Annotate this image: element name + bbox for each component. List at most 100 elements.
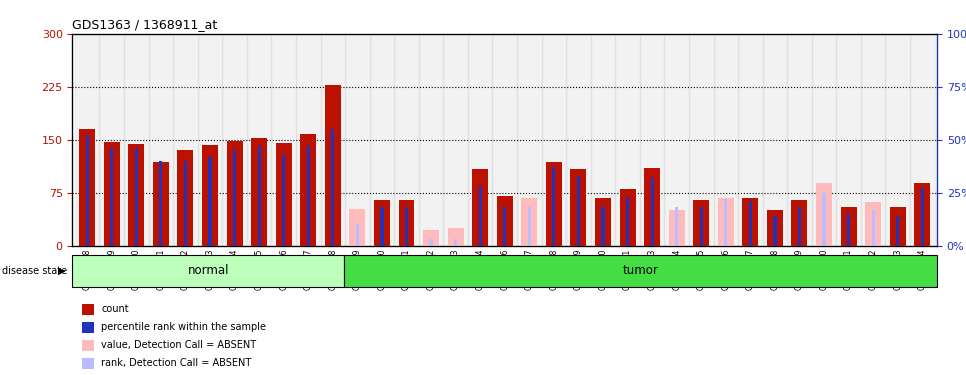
Bar (542, 34, 566, 246)
Bar (866, 202, 881, 246)
Bar (472, 170, 488, 246)
Bar (595, 198, 611, 246)
Bar (345, 34, 370, 246)
Text: disease state: disease state (2, 266, 67, 276)
Bar (344, 255, 937, 287)
Bar (767, 210, 782, 246)
Bar (694, 200, 709, 246)
Bar (275, 142, 292, 246)
Bar (791, 200, 808, 246)
Bar (822, 193, 826, 246)
Bar (890, 207, 906, 246)
Bar (159, 161, 162, 246)
Bar (72, 255, 344, 287)
Bar (222, 34, 247, 246)
Bar (124, 34, 149, 246)
Bar (296, 34, 321, 246)
Bar (184, 161, 187, 246)
Bar (644, 168, 660, 246)
Bar (468, 34, 493, 246)
Bar (871, 210, 875, 246)
Bar (355, 224, 359, 246)
Bar (153, 162, 169, 246)
Bar (774, 216, 777, 246)
Bar (370, 34, 394, 246)
Text: normal: normal (187, 264, 229, 278)
Bar (571, 170, 586, 246)
Bar (79, 129, 96, 246)
Bar (527, 207, 531, 246)
Bar (626, 197, 629, 246)
Bar (602, 207, 605, 246)
Bar (921, 188, 923, 246)
Bar (639, 34, 665, 246)
Bar (914, 183, 930, 246)
Bar (374, 200, 390, 246)
Bar (699, 207, 703, 246)
Bar (493, 34, 517, 246)
Bar (173, 34, 198, 246)
Bar (675, 207, 678, 246)
Bar (454, 239, 457, 246)
Bar (300, 134, 316, 246)
Bar (837, 34, 861, 246)
Bar (331, 129, 334, 246)
Bar (321, 34, 345, 246)
Bar (668, 210, 685, 246)
Bar (861, 34, 886, 246)
Bar (546, 162, 562, 246)
Bar (251, 138, 268, 246)
Bar (517, 34, 542, 246)
Bar (497, 196, 513, 246)
Text: ▶: ▶ (58, 266, 66, 276)
Bar (689, 34, 714, 246)
Text: tumor: tumor (623, 264, 659, 278)
Bar (650, 178, 654, 246)
Bar (553, 167, 555, 246)
Text: GDS1363 / 1368911_at: GDS1363 / 1368911_at (72, 18, 217, 31)
Bar (282, 154, 285, 246)
Text: percentile rank within the sample: percentile rank within the sample (101, 322, 267, 332)
Bar (86, 135, 89, 246)
Bar (198, 34, 222, 246)
Bar (447, 228, 464, 246)
Bar (590, 34, 615, 246)
Bar (811, 34, 837, 246)
Bar (134, 148, 138, 246)
Text: count: count (101, 304, 129, 314)
Bar (128, 144, 144, 246)
Bar (394, 34, 419, 246)
Bar (847, 214, 850, 246)
Bar (325, 85, 341, 246)
Text: rank, Detection Call = ABSENT: rank, Detection Call = ABSENT (101, 358, 252, 368)
Bar (209, 157, 212, 246)
Bar (247, 34, 271, 246)
Bar (110, 148, 113, 246)
Bar (443, 34, 468, 246)
Bar (742, 198, 758, 246)
Bar (423, 230, 439, 246)
Bar (419, 34, 443, 246)
Bar (227, 141, 242, 246)
Bar (787, 34, 811, 246)
Bar (202, 146, 218, 246)
Bar (816, 183, 832, 246)
Bar (271, 34, 296, 246)
Bar (577, 176, 580, 246)
Bar (738, 34, 762, 246)
Bar (478, 186, 482, 246)
Bar (405, 207, 408, 246)
Bar (840, 207, 857, 246)
Bar (724, 199, 727, 246)
Bar (615, 34, 639, 246)
Bar (233, 150, 236, 246)
Bar (149, 34, 173, 246)
Bar (381, 207, 384, 246)
Bar (762, 34, 787, 246)
Bar (258, 146, 261, 246)
Bar (896, 216, 899, 246)
Bar (103, 142, 120, 246)
Bar (75, 34, 99, 246)
Bar (178, 150, 193, 246)
Bar (798, 207, 801, 246)
